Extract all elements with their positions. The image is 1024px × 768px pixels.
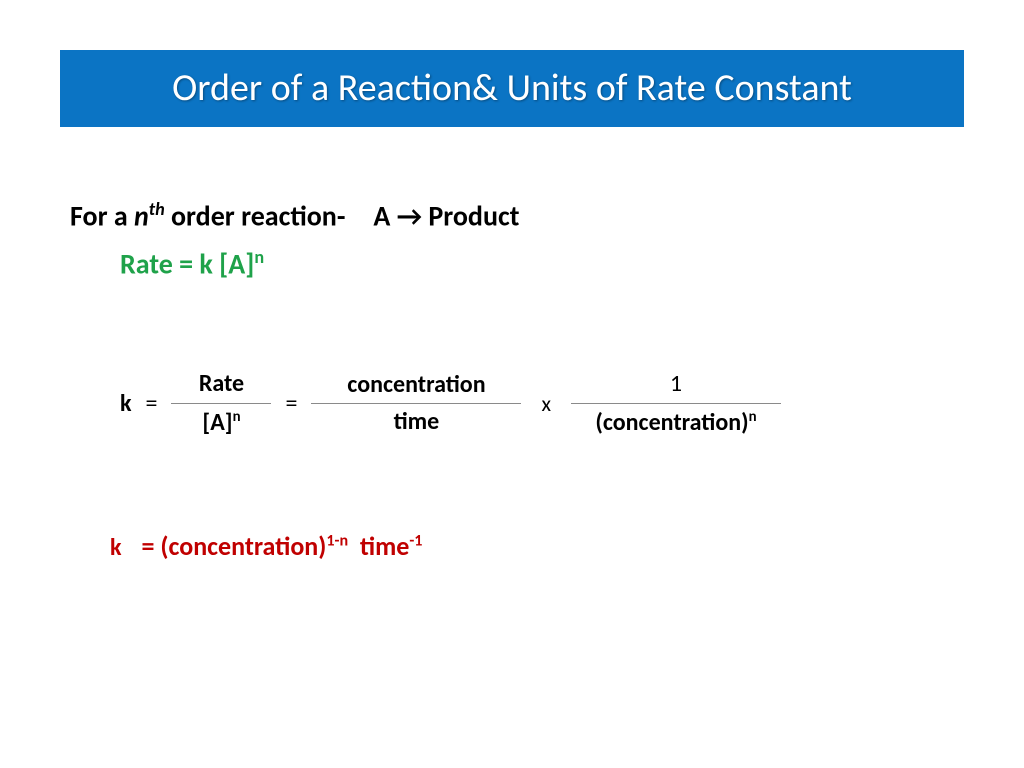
frac3-den-base: (concentration) — [595, 408, 748, 437]
text-n: n — [134, 198, 149, 233]
fraction-conc-over-time: concentration time — [311, 371, 521, 438]
fraction-rate-over-a: Rate [A]n — [171, 370, 271, 438]
rate-eq-exp: n — [254, 246, 264, 268]
result-k: k — [110, 533, 122, 562]
fraction-one-over-conc-n: 1 (concentration)n — [571, 370, 781, 438]
frac1-numerator: Rate — [193, 370, 250, 403]
slide-title: Order of a Reaction& Units of Rate Const… — [80, 64, 944, 113]
k-units-result: k = (concentration)1-n time-1 — [110, 530, 422, 562]
multiply-symbol: x — [535, 390, 557, 417]
result-exp2: -1 — [409, 531, 422, 550]
result-spacer — [348, 530, 360, 562]
rate-equation: Rate = k [A]n — [120, 246, 264, 281]
equals-1: = — [146, 389, 158, 418]
rate-eq-base: Rate = k [A] — [120, 246, 254, 281]
frac3-numerator: 1 — [664, 370, 688, 403]
frac1-den-exp: n — [233, 407, 241, 425]
frac3-denominator: (concentration)n — [589, 404, 762, 438]
result-exp1: 1-n — [326, 531, 348, 550]
k-derivation-row: k = Rate [A]n = concentration time x 1 (… — [120, 370, 781, 438]
frac1-den-base: [A] — [202, 408, 232, 437]
text-for-a: For a — [70, 198, 134, 233]
frac2-denominator: time — [388, 404, 446, 437]
text-th-superscript: th — [149, 198, 165, 220]
symbol-k: k — [120, 389, 132, 418]
text-reaction-arrow: A → Product — [373, 198, 519, 233]
text-order-reaction: order reaction- — [165, 198, 346, 233]
frac3-den-exp: n — [749, 407, 757, 425]
frac2-numerator: concentration — [341, 371, 491, 404]
result-base2: time — [360, 530, 409, 562]
equals-2: = — [285, 389, 297, 418]
result-expression: = (concentration)1-n time-1 — [142, 530, 423, 562]
frac1-denominator: [A]n — [196, 404, 246, 438]
result-base1: = (concentration) — [142, 530, 327, 562]
title-bar: Order of a Reaction& Units of Rate Const… — [60, 50, 964, 127]
reaction-definition-line: For a nth order reaction- A → Product — [70, 198, 519, 233]
